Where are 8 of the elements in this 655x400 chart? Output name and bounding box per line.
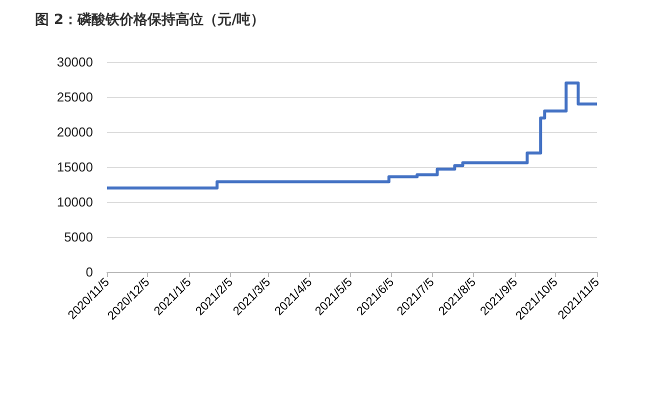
chart-title: 图 2：磷酸铁价格保持高位（元/吨） [35, 11, 265, 28]
y-tick-label: 15000 [56, 160, 93, 174]
y-tick-label: 25000 [56, 90, 93, 104]
y-tick-label: 10000 [56, 194, 93, 210]
y-tick-label: 20000 [56, 124, 93, 140]
y-tick-label: 5000 [64, 230, 93, 244]
y-tick-label: 0 [86, 264, 93, 280]
y-tick-label: 30000 [56, 54, 93, 70]
